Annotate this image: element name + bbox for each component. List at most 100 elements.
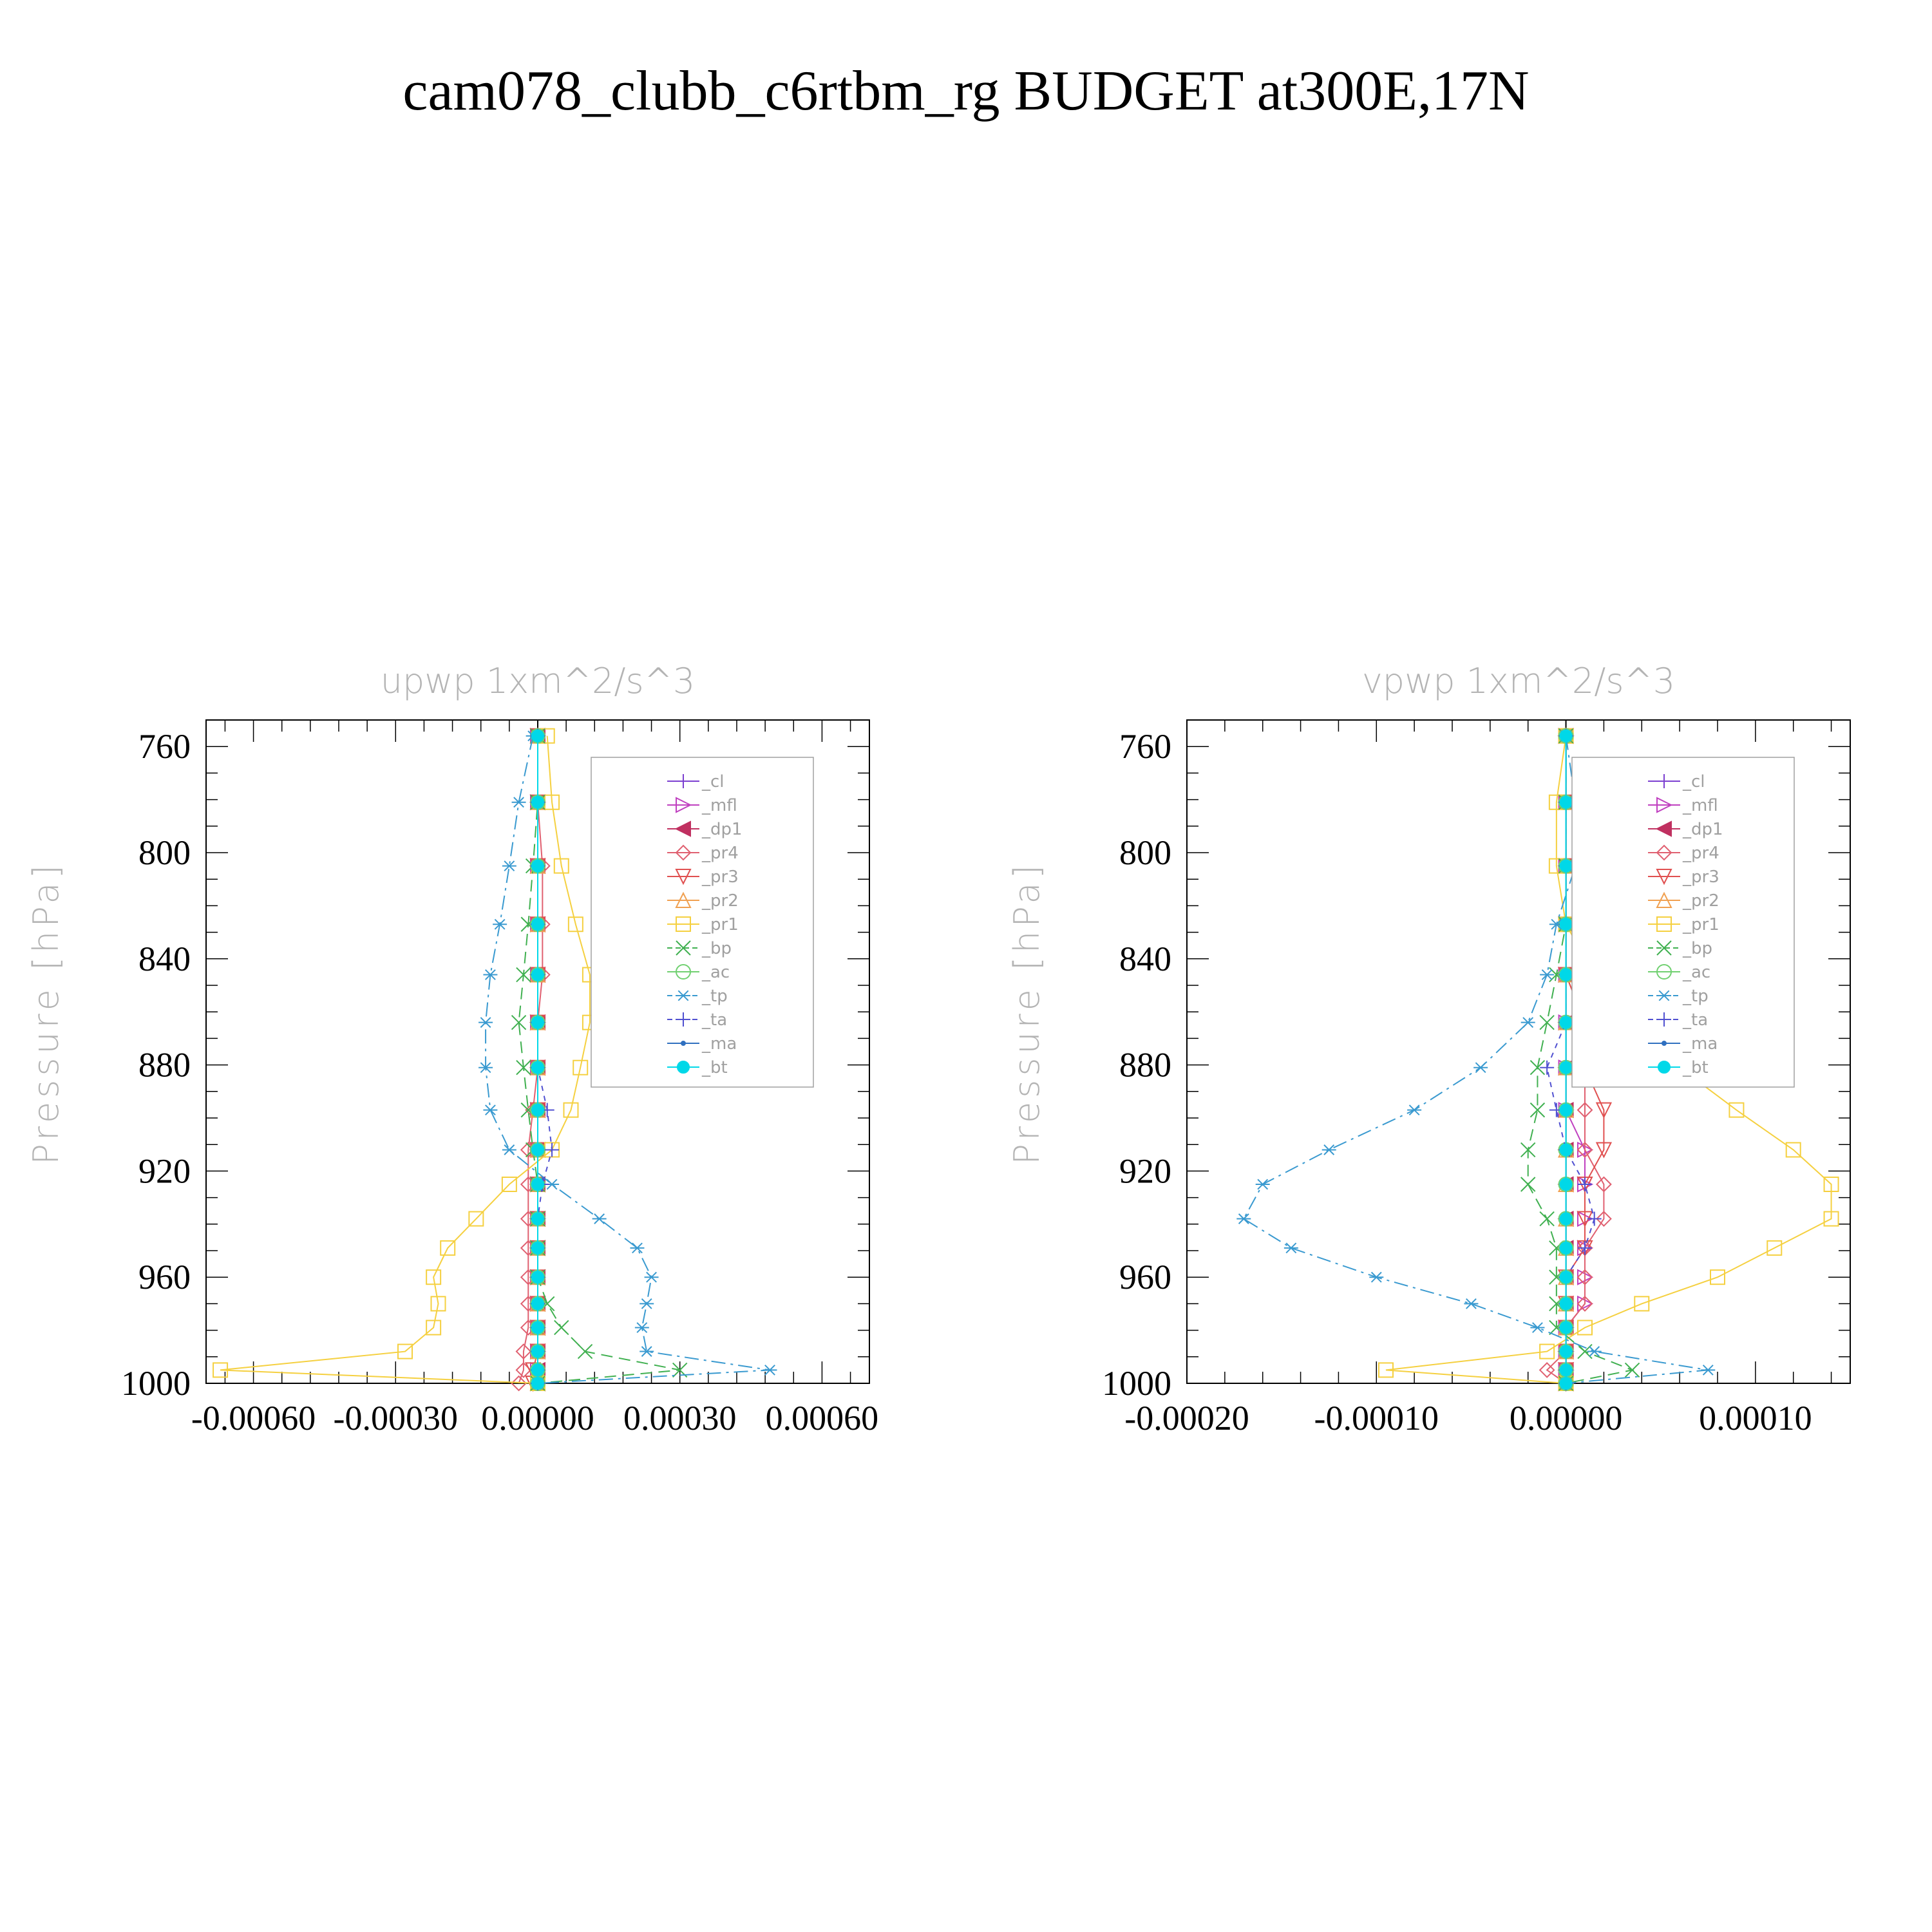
- series-line: [220, 735, 591, 1384]
- legend-item: _tp: [667, 987, 728, 1006]
- data-point: [426, 1320, 442, 1336]
- y-tick-label: 1000: [1102, 1364, 1171, 1403]
- legend-marker: [1656, 940, 1672, 956]
- x-tick-label: 0.00010: [1699, 1399, 1812, 1437]
- legend-marker: [676, 990, 690, 1001]
- panel-title: upwp 1xm^2/s^3: [381, 661, 696, 701]
- data-point: [567, 916, 583, 933]
- data-point: [1559, 1363, 1573, 1377]
- data-point: [1236, 1213, 1251, 1224]
- legend-marker: [674, 820, 691, 837]
- legend-label: _ta: [701, 1010, 727, 1030]
- legend-item: _ma: [1648, 1034, 1718, 1054]
- x-tick-label: 0.00030: [623, 1399, 737, 1437]
- legend-item: _ac: [1648, 963, 1710, 982]
- data-point: [213, 1362, 229, 1378]
- legend-marker: [1655, 820, 1672, 837]
- legend-marker: [1656, 916, 1672, 932]
- y-tick-label: 840: [1119, 940, 1171, 978]
- legend-marker: [1658, 1061, 1671, 1074]
- panel-upwp: upwp 1xm^2/s^3 Pressure [hPa] 760 800 840 880…: [26, 661, 878, 1437]
- data-point: [1624, 1362, 1640, 1378]
- data-point: [1595, 1102, 1613, 1119]
- data-point: [531, 1241, 544, 1255]
- x-tick-label: 0.00060: [766, 1399, 879, 1437]
- data-point: [1559, 1241, 1573, 1255]
- data-point: [1577, 1102, 1593, 1119]
- data-point: [501, 1177, 517, 1192]
- data-point: [1587, 1211, 1602, 1226]
- data-point: [1283, 1242, 1298, 1254]
- legend-item: _pr4: [667, 844, 739, 863]
- data-point: [493, 918, 507, 930]
- legend-marker: [1656, 869, 1672, 886]
- data-point: [1473, 1062, 1488, 1074]
- legend-label: _tp: [701, 987, 728, 1006]
- legend-item: _cl: [1648, 772, 1705, 791]
- data-point: [430, 1296, 446, 1312]
- legend-marker: [1657, 990, 1671, 1001]
- legend: _cl _mfl _dp1 _pr4 _pr3 _pr2 _pr1 _bp _ac _tp _ta _…: [1571, 757, 1795, 1088]
- data-point: [502, 1144, 516, 1155]
- data-point: [1540, 1060, 1555, 1075]
- series-line: [518, 735, 544, 1384]
- panel-vpwp: vpwp 1xm^2/s^3 Pressure [hPa] 760 800 840 880…: [1007, 661, 1851, 1437]
- legend-marker: [1656, 844, 1672, 861]
- legend-item: _bp: [667, 939, 732, 958]
- y-axis-label: Pressure [hPa]: [26, 861, 66, 1164]
- series-line: [1242, 735, 1709, 1384]
- data-point: [762, 1364, 777, 1376]
- legend-item: _ta: [667, 1010, 727, 1030]
- legend: _cl _mfl _dp1 _pr4 _pr3 _pr2 _pr1 _bp _ac _tp _ta _…: [591, 757, 814, 1088]
- legend-label: _pr3: [1682, 867, 1719, 887]
- data-point: [511, 1375, 527, 1392]
- y-tick-label: 960: [138, 1258, 191, 1296]
- legend-label: _mfl: [701, 796, 737, 815]
- data-point: [1577, 1142, 1593, 1158]
- data-point: [440, 1240, 456, 1256]
- y-tick-label: 800: [138, 833, 191, 872]
- data-point: [1823, 1211, 1839, 1227]
- legend-label: _bt: [1682, 1058, 1709, 1077]
- legend-label: _pr4: [1682, 844, 1719, 863]
- legend-marker: [1656, 797, 1673, 813]
- data-point: [516, 967, 531, 983]
- data-point: [1407, 1104, 1422, 1116]
- data-point: [639, 1346, 654, 1357]
- legend-item: _tp: [1648, 987, 1709, 1006]
- legend-marker: [1662, 1041, 1667, 1046]
- data-point: [531, 795, 544, 809]
- data-point: [1559, 1271, 1573, 1284]
- series-bt: [1559, 729, 1573, 1390]
- y-tick-label: 1000: [121, 1364, 191, 1403]
- data-point: [1559, 1297, 1573, 1311]
- data-point: [531, 1212, 544, 1226]
- x-tick-label: 0.00000: [1510, 1399, 1623, 1437]
- legend-item: _ma: [667, 1034, 737, 1054]
- x-tick-label: -0.00020: [1124, 1399, 1249, 1437]
- data-point: [1559, 1321, 1573, 1334]
- legend-item: _dp1: [1648, 820, 1723, 839]
- legend-item: _bt: [667, 1058, 728, 1077]
- data-point: [478, 1062, 493, 1074]
- legend-label: _pr2: [1682, 891, 1719, 911]
- legend-marker: [676, 797, 692, 813]
- y-tick-label: 840: [138, 940, 191, 978]
- legend-item: _pr3: [667, 867, 739, 887]
- data-point: [1559, 918, 1573, 931]
- data-point: [531, 1061, 544, 1074]
- data-point: [516, 1060, 531, 1075]
- data-point: [1520, 1142, 1536, 1158]
- legend-item: _mfl: [1648, 796, 1718, 815]
- data-point: [1539, 1343, 1555, 1359]
- y-axis-label: Pressure [hPa]: [1007, 861, 1047, 1164]
- data-point: [1578, 1177, 1592, 1191]
- data-point: [1701, 1364, 1716, 1376]
- data-point: [511, 1014, 527, 1030]
- data-point: [1559, 1212, 1573, 1226]
- data-point: [531, 1103, 544, 1117]
- data-point: [1539, 1361, 1555, 1378]
- data-point: [1530, 1102, 1546, 1118]
- data-point: [1559, 1016, 1573, 1029]
